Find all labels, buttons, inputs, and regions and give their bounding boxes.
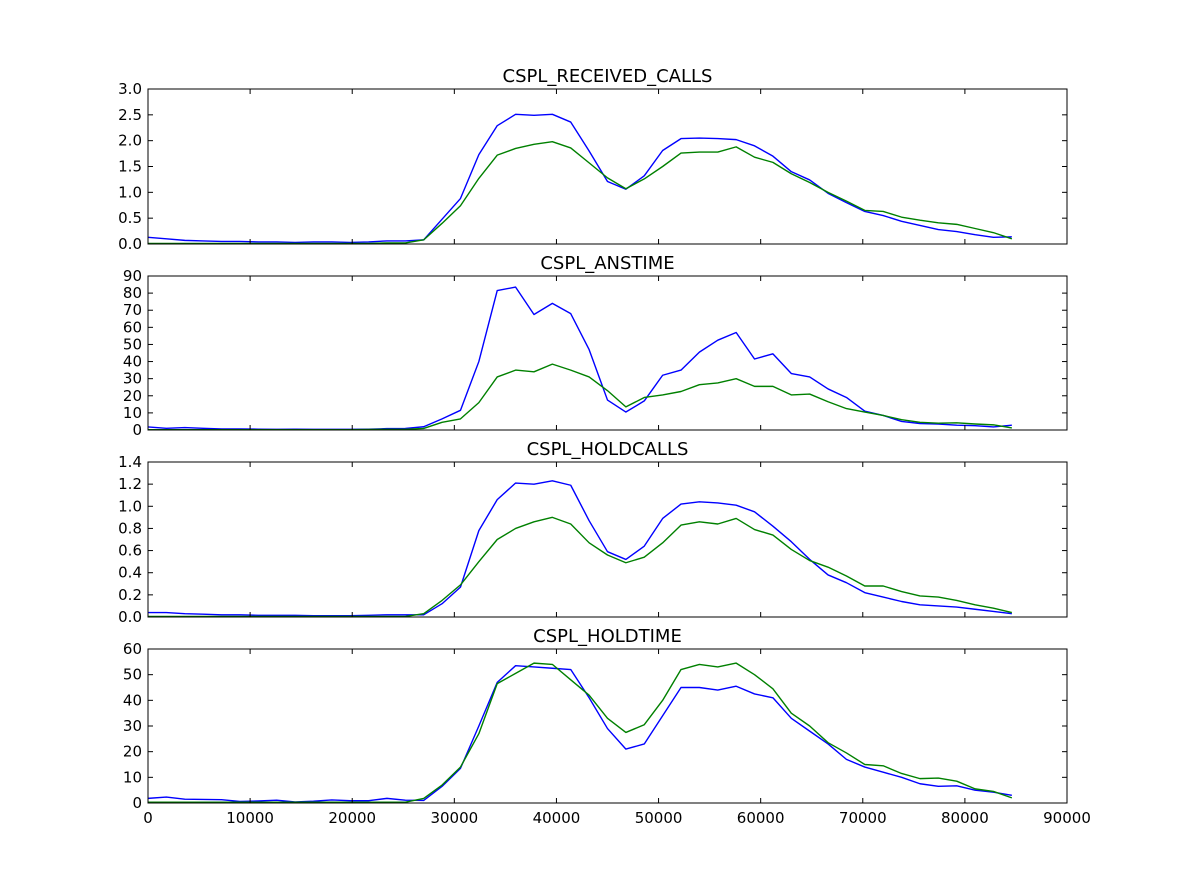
x-tick-label: 50000 bbox=[635, 809, 683, 827]
subplot-3: 0.0 0.2 0.4 0.6 0.8 1.0 1.2 1.4 CSPL_HOLDCALLS bbox=[118, 439, 1068, 626]
y-tick-label: 20 bbox=[123, 743, 142, 761]
y-tick-label: 1.5 bbox=[118, 158, 142, 176]
y-tick-label: 60 bbox=[123, 318, 142, 336]
series-line-2 bbox=[148, 516, 1013, 618]
y-tick-label: 30 bbox=[123, 370, 142, 388]
y-tick-label: 0.2 bbox=[118, 586, 142, 604]
y-tick-label: 10 bbox=[123, 768, 142, 786]
y-tick-label: 50 bbox=[123, 666, 142, 684]
axes-frame bbox=[147, 648, 1068, 804]
series-line-2 bbox=[148, 140, 1013, 245]
x-tick-label: 30000 bbox=[430, 809, 478, 827]
axes-frame bbox=[147, 275, 1068, 431]
axes-frame bbox=[147, 461, 1068, 618]
subplot-1: 0.0 0.5 1.0 1.5 2.0 2.5 3.0 CSPL_RECEIVED_CALLS bbox=[118, 66, 1068, 253]
y-tick-label: 1.4 bbox=[118, 453, 142, 471]
series-line-1 bbox=[148, 480, 1012, 617]
y-tick-label: 20 bbox=[123, 387, 142, 405]
y-tick-label: 1.0 bbox=[118, 183, 142, 201]
series-line-1 bbox=[147, 664, 1012, 803]
y-tick-label: 1.0 bbox=[118, 497, 142, 515]
y-tick-label: 90 bbox=[123, 267, 142, 285]
chart-title: CSPL_ANSTIME bbox=[540, 253, 674, 274]
x-tick-label: 40000 bbox=[533, 809, 581, 827]
x-tick-label: 20000 bbox=[328, 809, 376, 827]
y-tick-label: 0.8 bbox=[118, 519, 142, 537]
y-tick-label: 40 bbox=[123, 691, 142, 709]
x-tick-label: 60000 bbox=[737, 809, 785, 827]
y-tick-label: 30 bbox=[123, 717, 142, 735]
y-tick-label: 70 bbox=[123, 301, 142, 319]
y-tick-label: 2.0 bbox=[118, 132, 142, 150]
y-tick-label: 10 bbox=[123, 404, 142, 422]
y-tick-label: 0.0 bbox=[118, 608, 142, 626]
x-tick-label: 70000 bbox=[839, 809, 887, 827]
x-tick-label: 90000 bbox=[1043, 809, 1091, 827]
series-line-2 bbox=[148, 662, 1013, 803]
y-tick-label: 60 bbox=[123, 640, 142, 658]
chart-title: CSPL_HOLDCALLS bbox=[527, 439, 689, 460]
y-tick-label: 2.5 bbox=[118, 106, 142, 124]
y-tick-label: 0.0 bbox=[118, 235, 142, 253]
y-tick-label: 0.6 bbox=[118, 542, 142, 560]
y-tick-label: 1.2 bbox=[118, 475, 142, 493]
axes-frame bbox=[147, 88, 1068, 245]
y-tick-label: 3.0 bbox=[118, 80, 142, 98]
series-line-1 bbox=[147, 113, 1012, 244]
chart-title: CSPL_RECEIVED_CALLS bbox=[503, 66, 713, 87]
y-tick-label: 0 bbox=[132, 794, 142, 812]
y-tick-label: 80 bbox=[123, 284, 142, 302]
y-tick-label: 40 bbox=[123, 353, 142, 371]
x-tick-label: 80000 bbox=[941, 809, 989, 827]
y-tick-label: 0.5 bbox=[118, 209, 142, 227]
series-line-1 bbox=[147, 286, 1012, 431]
chart-title: CSPL_HOLDTIME bbox=[533, 626, 682, 647]
x-tick-label: 10000 bbox=[226, 809, 274, 827]
y-tick-label: 50 bbox=[123, 335, 142, 353]
x-tick-label: 0 bbox=[143, 809, 153, 827]
subplot-4: 0 10 20 30 40 50 60 0 10000 20000 30000 40000 50000 6… bbox=[123, 626, 1091, 827]
y-tick-label: 0 bbox=[132, 421, 142, 439]
series-line-2 bbox=[148, 363, 1012, 431]
y-tick-label: 0.4 bbox=[118, 564, 142, 582]
